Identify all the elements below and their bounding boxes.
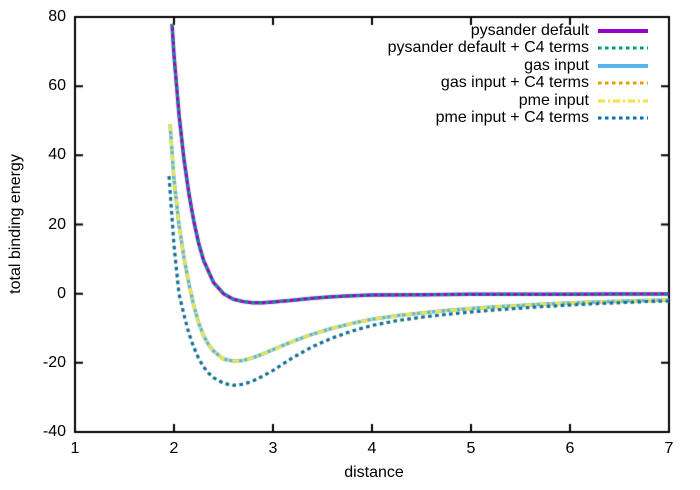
- y-axis-title: total binding energy: [7, 154, 24, 294]
- y-tick-label: -40: [42, 423, 66, 440]
- x-tick-label: 2: [169, 440, 179, 457]
- legend-row: gas input: [388, 57, 648, 75]
- legend-line-sample-icon: [598, 46, 648, 50]
- x-tick-label: 4: [367, 440, 377, 457]
- legend-label: pme input: [518, 91, 589, 109]
- x-tick-label: 6: [565, 440, 575, 457]
- y-tick-label: 0: [57, 284, 66, 302]
- legend-row: pysander default + C4 terms: [387, 39, 648, 58]
- legend-label: pme input + C4 terms: [435, 109, 589, 127]
- legend-row: pme input + C4 terms: [388, 109, 648, 128]
- y-tick-label: 20: [48, 215, 66, 233]
- legend-label: pysander default + C4 terms: [387, 39, 589, 57]
- legend-line-sample-icon: [598, 81, 648, 85]
- legend-line-sample-icon: [598, 63, 648, 68]
- legend-row: pme input: [388, 92, 648, 110]
- legend: pysander default pysander default + C4 te…: [388, 22, 648, 127]
- legend-label: gas input + C4 terms: [440, 74, 589, 92]
- legend-line-sample-icon: [598, 28, 648, 33]
- legend-row: gas input + C4 terms: [388, 74, 648, 93]
- x-tick-label: 7: [664, 440, 674, 457]
- y-tick-label: 60: [48, 77, 66, 95]
- legend-label: pysander default: [470, 21, 589, 39]
- legend-label: gas input: [524, 56, 589, 74]
- legend-row: pysander default: [388, 22, 648, 40]
- y-tick-label: 40: [48, 146, 66, 164]
- x-tick-label: 5: [466, 440, 476, 457]
- x-tick-label: 3: [268, 440, 278, 457]
- legend-line-sample-icon: [598, 116, 648, 120]
- y-tick-label: 80: [48, 8, 66, 25]
- x-tick-label: 1: [70, 440, 80, 457]
- y-tick-label: -20: [42, 353, 66, 371]
- x-axis-title: distance: [344, 464, 404, 481]
- legend-line-sample-icon: [598, 99, 648, 103]
